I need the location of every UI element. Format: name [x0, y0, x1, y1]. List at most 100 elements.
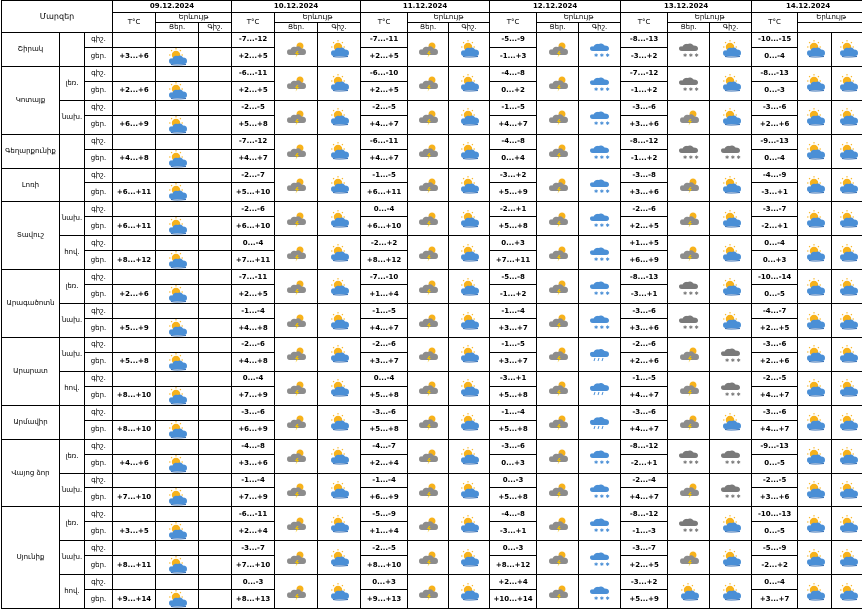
- sun-cloud-icon: [318, 405, 361, 439]
- temperature-cell: -5...-9: [361, 507, 408, 522]
- sun-cloud-icon: [318, 338, 361, 372]
- time-of-day: ցեր.: [85, 454, 113, 473]
- cloudy-icon: [275, 575, 318, 609]
- sun-cloud-icon: [832, 405, 862, 439]
- temperature-cell: -3...+2: [490, 168, 537, 183]
- temp-header: T°C: [621, 13, 668, 33]
- svg-text:✱ ✱ ✱: ✱ ✱ ✱: [725, 460, 742, 465]
- cloudy-icon: [408, 236, 449, 270]
- empty-cell: [156, 100, 199, 115]
- cloudy-icon: [408, 507, 449, 541]
- time-of-day: գիշ.: [85, 236, 113, 251]
- temperature-cell: -1...+3: [490, 47, 537, 66]
- temperature-cell: [113, 33, 156, 48]
- cloudy-icon: [537, 66, 579, 100]
- temperature-cell: [113, 541, 156, 556]
- temperature-cell: -1...-4: [232, 304, 275, 319]
- night-subheader: Գիշ.: [579, 23, 621, 33]
- empty-cell: [199, 285, 232, 304]
- snow-cloud-icon: ✱ ✱ ✱: [579, 439, 621, 473]
- empty-cell: [156, 304, 199, 319]
- snow-cloud-icon: ✱ ✱ ✱: [579, 270, 621, 304]
- svg-text:✱ ✱ ✱: ✱ ✱ ✱: [594, 291, 611, 296]
- temperature-cell: 0...+3: [361, 575, 408, 590]
- time-of-day: գիշ.: [85, 33, 113, 48]
- temperature-cell: +5...+8: [490, 217, 537, 236]
- sun-cloud-icon: [449, 338, 490, 372]
- temperature-cell: -6...-11: [232, 66, 275, 81]
- svg-text:✱ ✱ ✱: ✱ ✱ ✱: [594, 528, 611, 533]
- empty-cell: [199, 66, 232, 81]
- zone-label: [60, 33, 85, 67]
- cloudy-icon: [275, 304, 318, 338]
- time-of-day: ցեր.: [85, 183, 113, 202]
- temperature-cell: -7...-12: [232, 134, 275, 149]
- cloudy-icon: [537, 541, 579, 575]
- snow-cloud-icon: ✱ ✱ ✱: [579, 541, 621, 575]
- sun-cloud-icon: [156, 522, 199, 541]
- temperature-cell: -1...-5: [490, 100, 537, 115]
- night-subheader: Գիշ.: [449, 23, 490, 33]
- cloudy-icon: [537, 473, 579, 507]
- snow-cloud-icon: ✱ ✱ ✱: [579, 168, 621, 202]
- temperature-cell: -1...+2: [621, 149, 668, 168]
- temperature-cell: -1...-5: [361, 168, 408, 183]
- sun-cloud-icon: [449, 371, 490, 405]
- snow-cloud-icon: ✱ ✱ ✱: [579, 507, 621, 541]
- empty-cell: [199, 473, 232, 488]
- sun-cloud-icon: [318, 439, 361, 473]
- sun-cloud-icon: [449, 270, 490, 304]
- temperature-cell: -1...-5: [621, 371, 668, 386]
- temperature-cell: +2...+6: [113, 285, 156, 304]
- snow-cloudy-icon: ✱ ✱ ✱: [668, 66, 710, 100]
- cloudy-icon: [408, 371, 449, 405]
- temperature-cell: +5...+9: [113, 319, 156, 338]
- snow-cloudy-icon: ✱ ✱ ✱: [710, 338, 752, 372]
- temperature-cell: -1...-4: [361, 473, 408, 488]
- svg-text:✱ ✱ ✱: ✱ ✱ ✱: [594, 562, 611, 567]
- temperature-cell: -7...-12: [621, 66, 668, 81]
- time-of-day: ցեր.: [85, 149, 113, 168]
- temperature-cell: +2...+5: [232, 285, 275, 304]
- empty-cell: [199, 149, 232, 168]
- sun-cloud-icon: [710, 33, 752, 67]
- sun-cloud-icon: [668, 575, 710, 609]
- snow-cloudy-icon: ✱ ✱ ✱: [668, 33, 710, 67]
- temperature-cell: -2...-5: [361, 541, 408, 556]
- temperature-cell: -7...-11: [232, 270, 275, 285]
- zone-label: նախ.: [60, 338, 85, 372]
- cloudy-icon: [537, 134, 579, 168]
- empty-cell: [199, 33, 232, 48]
- temperature-cell: +2...+5: [361, 47, 408, 66]
- temperature-cell: +1...+5: [621, 236, 668, 251]
- sun-cloud-icon: [798, 507, 832, 541]
- snow-cloudy-icon: ✱ ✱ ✱: [710, 439, 752, 473]
- temperature-cell: +5...+8: [490, 488, 537, 507]
- temperature-cell: -2...+1: [490, 202, 537, 217]
- temperature-cell: +7...+10: [113, 488, 156, 507]
- empty-cell: [199, 522, 232, 541]
- empty-cell: [199, 556, 232, 575]
- temperature-cell: -5...-8: [490, 270, 537, 285]
- time-of-day: գիշ.: [85, 575, 113, 590]
- sun-cloud-icon: [449, 541, 490, 575]
- snow-cloud-icon: ✱ ✱ ✱: [579, 66, 621, 100]
- temperature-cell: +2...+5: [232, 47, 275, 66]
- cloudy-icon: [537, 33, 579, 67]
- empty-cell: [199, 352, 232, 371]
- temperature-cell: +2...+6: [752, 352, 798, 371]
- temperature-cell: +6...+11: [361, 183, 408, 202]
- empty-cell: [199, 420, 232, 439]
- empty-cell: [199, 100, 232, 115]
- temperature-cell: +5...+8: [490, 386, 537, 405]
- cloudy-icon: [408, 405, 449, 439]
- sun-cloud-icon: [318, 236, 361, 270]
- temperature-cell: +7...+11: [232, 251, 275, 270]
- day-subheader: Ցեր.: [156, 23, 199, 33]
- temperature-cell: +7...+9: [232, 386, 275, 405]
- empty-cell: [156, 541, 199, 556]
- temperature-cell: -3...-6: [490, 439, 537, 454]
- time-of-day: գիշ.: [85, 202, 113, 217]
